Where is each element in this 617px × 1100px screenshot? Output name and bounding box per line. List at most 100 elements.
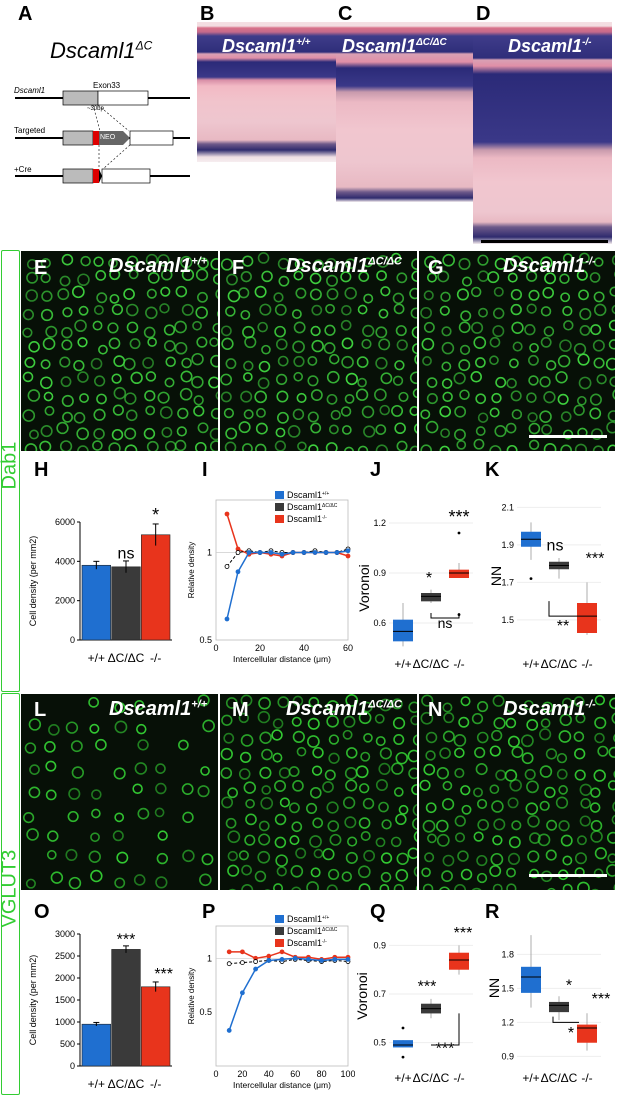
cell bbox=[363, 732, 373, 743]
cell bbox=[380, 372, 393, 385]
x-tick-label: 20 bbox=[255, 643, 265, 653]
annotation: ** bbox=[557, 618, 569, 635]
cell bbox=[227, 830, 241, 844]
cell bbox=[395, 325, 407, 337]
cell bbox=[326, 393, 338, 405]
cell bbox=[441, 326, 452, 337]
annotation: *** bbox=[436, 1041, 455, 1058]
cell bbox=[589, 407, 602, 420]
cell bbox=[43, 391, 54, 402]
cell bbox=[181, 783, 194, 795]
cell bbox=[471, 887, 482, 890]
cell bbox=[26, 271, 39, 284]
legend-swatch-0 bbox=[275, 915, 284, 923]
cell bbox=[412, 803, 417, 817]
cell bbox=[573, 404, 585, 416]
cell bbox=[341, 337, 354, 350]
cell bbox=[329, 833, 342, 846]
cell bbox=[475, 357, 486, 368]
cell bbox=[92, 440, 103, 451]
cell bbox=[276, 411, 289, 424]
cell bbox=[609, 697, 615, 710]
cell bbox=[539, 800, 550, 811]
y-axis-label: Cell density (per mm2) bbox=[28, 536, 38, 627]
cell bbox=[379, 404, 391, 416]
x-tick-label: 40 bbox=[264, 1069, 274, 1079]
cell bbox=[409, 406, 417, 417]
cell bbox=[226, 273, 238, 286]
vglut3-cells-wt bbox=[23, 694, 215, 890]
cell bbox=[545, 360, 557, 371]
cell bbox=[578, 289, 589, 301]
cell bbox=[391, 252, 402, 263]
data-point bbox=[224, 616, 230, 622]
cell bbox=[292, 408, 305, 421]
cell bbox=[111, 303, 124, 316]
cell bbox=[73, 411, 86, 424]
cell bbox=[612, 389, 615, 400]
cell bbox=[379, 884, 390, 890]
cell bbox=[241, 255, 254, 267]
cell bbox=[325, 442, 338, 451]
cell bbox=[114, 720, 128, 734]
cell bbox=[278, 767, 291, 779]
cell bbox=[114, 702, 126, 714]
y-tick-label: 0.5 bbox=[373, 1038, 386, 1048]
cell bbox=[411, 258, 417, 270]
cell bbox=[475, 763, 488, 776]
cell bbox=[45, 325, 58, 338]
cell bbox=[412, 817, 417, 830]
cell bbox=[493, 717, 506, 730]
cell bbox=[325, 303, 335, 314]
cell bbox=[421, 867, 431, 878]
cell bbox=[526, 303, 537, 314]
cell bbox=[557, 393, 569, 405]
cell bbox=[123, 288, 135, 300]
cell bbox=[50, 871, 64, 884]
y-tick-label: 2000 bbox=[55, 596, 75, 606]
cell bbox=[111, 429, 124, 441]
histology-panel-ko bbox=[473, 22, 612, 244]
cell bbox=[181, 303, 194, 316]
cell bbox=[180, 255, 193, 269]
cell bbox=[358, 271, 370, 283]
cell bbox=[24, 356, 36, 368]
cell bbox=[45, 760, 57, 772]
bar-0 bbox=[81, 1023, 111, 1067]
cell bbox=[241, 884, 254, 890]
data-point bbox=[332, 956, 338, 962]
data-point bbox=[290, 550, 296, 555]
cell bbox=[330, 409, 341, 421]
cell bbox=[98, 344, 108, 355]
cell bbox=[276, 390, 289, 403]
cell bbox=[607, 410, 615, 422]
box-1 bbox=[421, 593, 441, 602]
box-2 bbox=[577, 1024, 597, 1043]
cell bbox=[145, 253, 159, 267]
cell bbox=[607, 853, 615, 864]
cell bbox=[379, 698, 392, 712]
cell bbox=[323, 342, 336, 354]
cell bbox=[109, 268, 121, 281]
x-tick-label: 60 bbox=[343, 643, 353, 653]
cell bbox=[245, 813, 257, 826]
cell bbox=[509, 255, 522, 268]
cell bbox=[529, 342, 539, 353]
bar-1 bbox=[111, 566, 141, 641]
cell bbox=[123, 357, 136, 371]
cell bbox=[155, 782, 167, 795]
cell bbox=[62, 411, 73, 423]
panel-label-l: L bbox=[34, 699, 47, 721]
cell bbox=[453, 734, 467, 747]
x-tick-label: -/- bbox=[453, 657, 464, 671]
cell bbox=[508, 358, 519, 369]
cell bbox=[421, 337, 435, 351]
cell bbox=[342, 796, 356, 809]
cell bbox=[176, 426, 187, 437]
data-point bbox=[224, 511, 230, 517]
cell bbox=[393, 303, 405, 315]
cell bbox=[378, 308, 389, 319]
cell bbox=[125, 409, 138, 422]
cell bbox=[490, 852, 504, 866]
cell bbox=[340, 406, 352, 417]
